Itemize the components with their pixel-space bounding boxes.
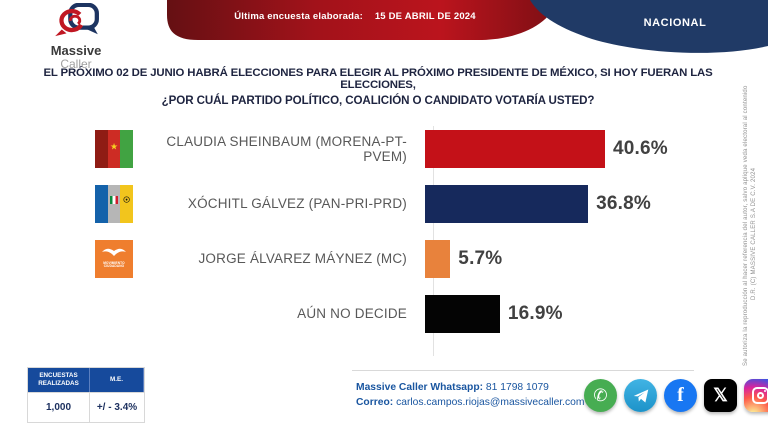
- poll-row-maynez: MOVIMIENTO CIUDADANO JORGE ÁLVAREZ MÁYNE…: [0, 231, 768, 286]
- poll-question: EL PRÓXIMO 02 DE JUNIO HABRÁ ELECCIONES …: [18, 67, 738, 107]
- poll-row-galvez: ☉ XÓCHITL GÁLVEZ (PAN-PRI-PRD) 36.8%: [0, 176, 768, 231]
- candidate-label: XÓCHITL GÁLVEZ (PAN-PRI-PRD): [187, 196, 407, 211]
- copyright-line: D.R. (C) MASSIVE CALLER S.A DE C.V. 2024: [751, 167, 757, 300]
- last-survey-date: 15 DE ABRIL DE 2024: [374, 11, 476, 22]
- email-label: Correo:: [356, 397, 394, 409]
- poll-question-line1: EL PRÓXIMO 02 DE JUNIO HABRÁ ELECCIONES …: [43, 67, 713, 91]
- result-value: 36.8%: [596, 192, 651, 214]
- massive-caller-logo-icon: [55, 2, 99, 37]
- poll-bar-chart: ★ CLAUDIA SHEINBAUM (MORENA-PT-PVEM) 40.…: [0, 121, 768, 341]
- poll-row-sheinbaum: ★ CLAUDIA SHEINBAUM (MORENA-PT-PVEM) 40.…: [0, 121, 768, 176]
- poll-row-undecided: AÚN NO DECIDE 16.9%: [0, 286, 768, 341]
- stats-value-me: +/ - 3.4%: [90, 392, 144, 423]
- stats-header-me: M.E.: [90, 368, 144, 393]
- candidate-label: AÚN NO DECIDE: [297, 306, 407, 321]
- party-logo-empty: [95, 295, 133, 333]
- result-value: 5.7%: [458, 247, 503, 269]
- whatsapp-label: Massive Caller Whatsapp:: [356, 382, 484, 393]
- result-bar-galvez: [425, 184, 589, 223]
- social-icons: ✆ f 𝕏: [584, 379, 768, 412]
- whatsapp-icon[interactable]: ✆: [584, 379, 617, 412]
- x-icon[interactable]: 𝕏: [704, 379, 737, 412]
- party-logo-morena-pt-pvem: ★: [95, 129, 133, 168]
- result-value: 40.6%: [613, 137, 668, 159]
- logo-wordmark-line2: Caller: [60, 56, 92, 71]
- party-logo-pan-pri-prd: ☉: [95, 184, 133, 223]
- result-bar-undecided: [425, 294, 500, 333]
- last-survey-banner: Última encuesta elaborada: 15 DE ABRIL D…: [175, 11, 535, 22]
- last-survey-label: Última encuesta elaborada:: [234, 11, 363, 22]
- stats-header-surveys: ENCUESTAS REALIZADAS: [28, 368, 90, 393]
- instagram-icon[interactable]: [744, 379, 768, 412]
- header-decoration: [167, 0, 768, 53]
- result-bar-sheinbaum: [425, 129, 605, 168]
- stats-value-surveys: 1,000: [28, 392, 90, 423]
- blue-corner-shape: [530, 0, 768, 53]
- region-badge: NACIONAL: [643, 17, 707, 29]
- result-value: 16.9%: [507, 302, 563, 324]
- poll-question-line2: ¿POR CUÁL PARTIDO POLÍTICO, COALICIÓN O …: [161, 94, 595, 107]
- red-banner-shape: [167, 0, 558, 40]
- sample-stats-table: ENCUESTAS REALIZADAS M.E. 1,000 +/ - 3.4…: [27, 367, 145, 424]
- copyright-disclaimer: Se autoriza la reproducción al hacer ref…: [743, 85, 749, 367]
- mc-wordmark: MOVIMIENTO CIUDADANO: [103, 260, 125, 269]
- candidate-label: JORGE ÁLVAREZ MÁYNEZ (MC): [198, 251, 407, 266]
- telegram-icon[interactable]: [624, 379, 657, 412]
- contact-info: Massive Caller Whatsapp: 81 1798 1079 Co…: [356, 380, 584, 411]
- result-bar-maynez: [425, 239, 451, 278]
- whatsapp-line: Massive Caller Whatsapp: 81 1798 1079: [356, 380, 584, 395]
- whatsapp-number: 81 1798 1079: [485, 382, 549, 393]
- party-logo-movimiento-ciudadano: MOVIMIENTO CIUDADANO: [95, 239, 133, 278]
- logo-wordmark-line1: Massive: [50, 43, 102, 58]
- candidate-label: CLAUDIA SHEINBAUM (MORENA-PT-PVEM): [166, 133, 407, 164]
- footer-divider: [352, 370, 694, 371]
- email-line: Correo: carlos.campos.riojas@massivecall…: [356, 395, 584, 410]
- massive-caller-logo: Massive Caller: [36, 2, 116, 71]
- facebook-icon[interactable]: f: [664, 379, 697, 412]
- email-address[interactable]: carlos.campos.riojas@massivecaller.com: [396, 397, 585, 409]
